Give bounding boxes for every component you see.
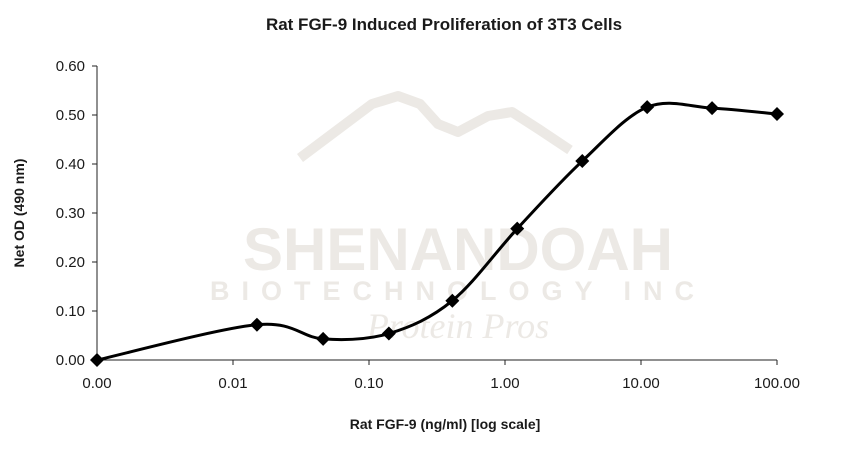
data-point-diamond [640,100,655,115]
y-axis-title: Net OD (490 nm) [11,159,27,268]
series-layer [90,100,784,367]
x-tick-label: 0.01 [218,375,247,392]
y-tick-label: 0.00 [56,352,85,369]
data-point-diamond [445,293,460,308]
data-point-diamond [90,353,104,367]
x-tick-label: 0.10 [354,375,383,392]
y-axis-ticks: 0.00 0.10 0.20 0.30 0.40 0.50 0.60 [56,58,97,369]
y-tick-label: 0.50 [56,107,85,124]
y-tick-label: 0.30 [56,205,85,222]
watermark-mountain-icon [297,91,573,162]
x-tick-label: 100.00 [754,375,800,392]
series-line [96,101,778,362]
watermark-tagline: Protein Pros [366,306,549,346]
watermark: SHENANDOAH BIOTECHNOLOGY INC Protein Pro… [210,91,694,346]
x-axis-title: Rat FGF-9 (ng/ml) [log scale] [350,416,541,432]
x-axis-ticks: 0.00 0.01 0.10 1.00 10.00 100.00 [82,360,800,392]
watermark-name: SHENANDOAH [243,216,673,283]
data-point-diamond [249,317,264,332]
y-tick-label: 0.10 [56,303,85,320]
data-point-diamond [381,326,396,341]
y-tick-label: 0.60 [56,58,85,75]
x-tick-label: 10.00 [622,375,660,392]
y-tick-label: 0.40 [56,156,85,173]
data-point-diamond [316,331,331,346]
data-point-diamond [510,221,525,236]
chart-title: Rat FGF-9 Induced Proliferation of 3T3 C… [266,15,622,34]
data-point-diamond [705,101,720,116]
x-tick-label: 0.00 [82,375,111,392]
x-tick-label: 1.00 [490,375,519,392]
data-point-diamond [575,154,590,169]
data-point-diamond [770,107,784,122]
y-tick-label: 0.20 [56,254,85,271]
